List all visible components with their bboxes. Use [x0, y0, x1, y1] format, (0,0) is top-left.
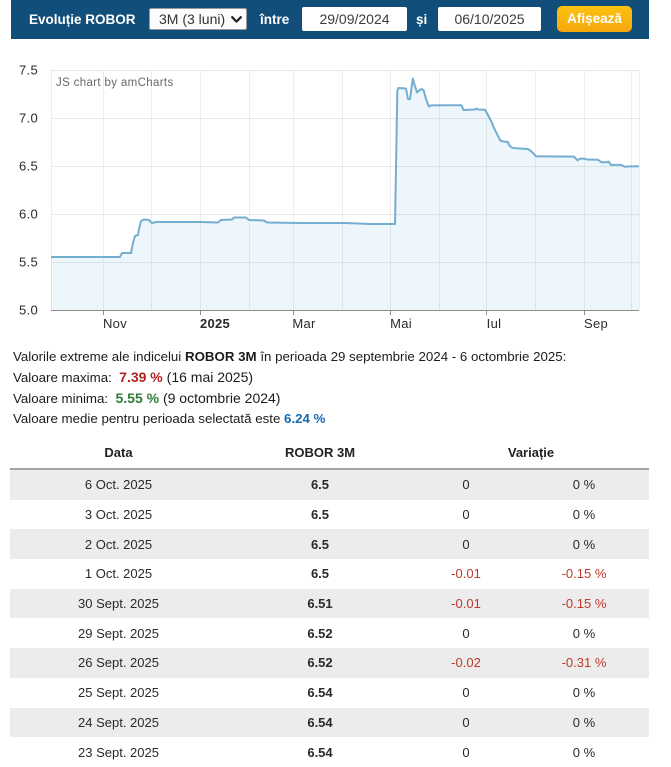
svg-text:5.0: 5.0 — [19, 303, 38, 318]
svg-text:7.5: 7.5 — [19, 63, 38, 78]
svg-text:6.5: 6.5 — [19, 159, 38, 174]
svg-text:Mai: Mai — [390, 316, 412, 331]
svg-text:Mar: Mar — [292, 316, 316, 331]
svg-text:5.5: 5.5 — [19, 255, 38, 270]
svg-text:Sep: Sep — [584, 316, 608, 331]
svg-text:2025: 2025 — [200, 316, 230, 331]
svg-text:Iul: Iul — [487, 316, 502, 331]
svg-text:6.0: 6.0 — [19, 207, 38, 222]
svg-text:7.0: 7.0 — [19, 111, 38, 126]
svg-text:Nov: Nov — [103, 316, 127, 331]
svg-text:JS chart by amCharts: JS chart by amCharts — [56, 77, 174, 89]
